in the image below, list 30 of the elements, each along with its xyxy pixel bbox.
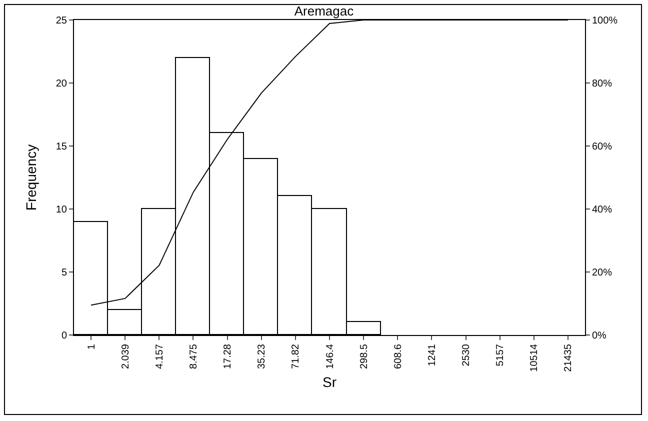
x-tick-label: 146.4: [324, 344, 336, 370]
y2-tick-label: 60%: [592, 142, 612, 152]
chart-title: Aremagac: [294, 3, 354, 18]
x-tick-label: 2530: [461, 344, 472, 366]
x-tick-label: 21435: [563, 344, 574, 372]
y2-tick-label: 0%: [592, 330, 607, 342]
y-tick-label: 5: [61, 268, 68, 278]
y-tick-label: 15: [56, 142, 68, 152]
x-tick-label: 35.23: [256, 344, 268, 370]
x-tick-label: 10514: [529, 344, 540, 372]
y2-tick-label: 20%: [592, 268, 612, 278]
y2-tick-label: 100%: [592, 16, 618, 26]
y2-tick-label: 40%: [592, 204, 612, 216]
y-tick-label: 20: [56, 78, 68, 90]
x-axis-title: Sr: [322, 374, 337, 390]
x-tick-label: 8.475: [188, 344, 200, 370]
x-tick-label: 4.157: [154, 344, 166, 370]
y-axis-title: Frequency: [23, 144, 39, 211]
x-tick-label: 1241: [426, 344, 438, 366]
y-tick-label: 25: [56, 16, 68, 26]
y-tick-label: 0: [61, 330, 68, 342]
x-tick-label: 2.039: [120, 344, 132, 370]
y2-tick-label: 80%: [592, 78, 612, 90]
x-tick-label: 5157: [495, 344, 506, 366]
x-tick-label: 71.82: [290, 344, 302, 370]
x-tick-label: 1: [86, 344, 98, 350]
x-tick-label: 608.6: [392, 344, 404, 370]
x-tick-label: 17.28: [222, 344, 234, 370]
x-tick-label: 298.5: [358, 344, 370, 370]
y-tick-label: 10: [56, 204, 68, 216]
